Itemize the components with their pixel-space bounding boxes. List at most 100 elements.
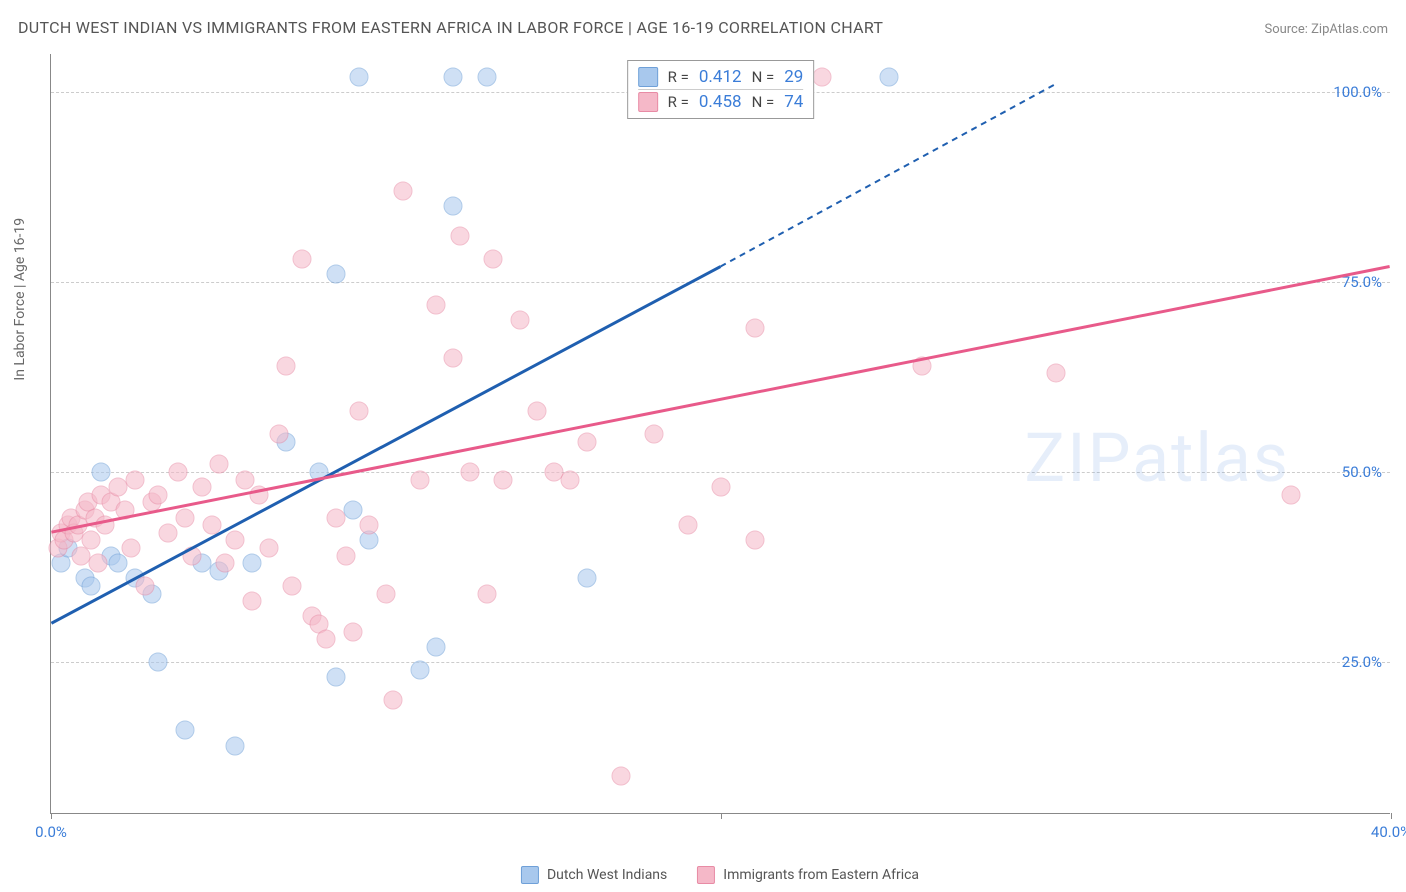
scatter-point [326, 508, 345, 527]
scatter-point [182, 546, 201, 565]
scatter-point [383, 691, 402, 710]
scatter-point [511, 311, 530, 330]
scatter-point [159, 523, 178, 542]
scatter-point [249, 485, 268, 504]
legend-r-label-0: R = [668, 68, 689, 86]
legend-correlation: R = 0.412 N = 29 R = 0.458 N = 74 [627, 60, 815, 119]
scatter-point [611, 767, 630, 786]
x-tick [721, 813, 722, 819]
scatter-point [283, 577, 302, 596]
scatter-point [135, 577, 154, 596]
x-tick-label: 40.0% [1371, 823, 1406, 841]
scatter-point [88, 554, 107, 573]
scatter-point [336, 546, 355, 565]
scatter-point [812, 67, 831, 86]
scatter-point [226, 736, 245, 755]
scatter-point [316, 630, 335, 649]
gridline-h [51, 282, 1390, 283]
legend-r-label-1: R = [668, 93, 689, 111]
gridline-h [51, 662, 1390, 663]
legend-item-1: Immigrants from Eastern Africa [697, 866, 919, 884]
scatter-point [269, 425, 288, 444]
scatter-point [427, 295, 446, 314]
chart-title: DUTCH WEST INDIAN VS IMMIGRANTS FROM EAS… [18, 18, 883, 37]
scatter-point [377, 584, 396, 603]
scatter-point [259, 539, 278, 558]
scatter-point [578, 569, 597, 588]
legend-row-0: R = 0.412 N = 29 [638, 65, 804, 89]
scatter-point [82, 577, 101, 596]
scatter-point [410, 660, 429, 679]
scatter-point [444, 197, 463, 216]
x-tick [1391, 813, 1392, 819]
scatter-point [125, 470, 144, 489]
scatter-point [109, 554, 128, 573]
scatter-point [216, 554, 235, 573]
scatter-point [176, 508, 195, 527]
legend-label-0: Dutch West Indians [547, 867, 667, 883]
legend-item-0: Dutch West Indians [521, 866, 667, 884]
scatter-point [149, 485, 168, 504]
scatter-point [477, 584, 496, 603]
scatter-point [115, 501, 134, 520]
scatter-point [243, 592, 262, 611]
watermark: ZIPatlas [1024, 418, 1290, 498]
scatter-point [745, 531, 764, 550]
legend-swatch-small-0 [521, 866, 539, 884]
scatter-point [350, 67, 369, 86]
scatter-point [477, 67, 496, 86]
scatter-point [149, 653, 168, 672]
scatter-point [460, 463, 479, 482]
scatter-point [879, 67, 898, 86]
scatter-point [82, 531, 101, 550]
scatter-point [95, 516, 114, 535]
legend-swatch-0 [638, 67, 658, 87]
chart-area: In Labor Force | Age 16-19 ZIPatlas R = … [50, 54, 1390, 854]
trend-lines [51, 54, 1390, 813]
scatter-point [427, 637, 446, 656]
scatter-point [360, 516, 379, 535]
legend-swatch-1 [638, 92, 658, 112]
y-tick-label: 25.0% [1342, 653, 1382, 671]
scatter-point [122, 539, 141, 558]
x-tick-label: 0.0% [35, 823, 67, 841]
y-tick-label: 50.0% [1342, 463, 1382, 481]
legend-r-val-0: 0.412 [699, 67, 742, 87]
legend-n-val-0: 29 [784, 67, 803, 87]
scatter-point [236, 470, 255, 489]
scatter-point [202, 516, 221, 535]
scatter-point [1281, 485, 1300, 504]
scatter-point [678, 516, 697, 535]
scatter-point [444, 67, 463, 86]
scatter-point [343, 622, 362, 641]
scatter-point [745, 318, 764, 337]
y-tick-label: 75.0% [1342, 273, 1382, 291]
scatter-point [226, 531, 245, 550]
scatter-point [578, 432, 597, 451]
scatter-point [1047, 364, 1066, 383]
legend-swatch-small-1 [697, 866, 715, 884]
y-tick-label: 100.0% [1333, 83, 1382, 101]
scatter-point [494, 470, 513, 489]
legend-series: Dutch West Indians Immigrants from Easte… [521, 866, 919, 884]
scatter-point [276, 356, 295, 375]
legend-n-val-1: 74 [784, 92, 803, 112]
x-tick [51, 813, 52, 819]
scatter-point [326, 265, 345, 284]
legend-n-label-0: N = [752, 68, 775, 86]
scatter-point [243, 554, 262, 573]
scatter-point [326, 668, 345, 687]
scatter-point [92, 463, 111, 482]
y-axis-label: In Labor Force | Age 16-19 [12, 218, 28, 381]
source-label: Source: ZipAtlas.com [1264, 22, 1388, 37]
scatter-point [169, 463, 188, 482]
scatter-point [484, 250, 503, 269]
scatter-point [645, 425, 664, 444]
scatter-point [209, 455, 228, 474]
scatter-point [450, 227, 469, 246]
scatter-point [176, 721, 195, 740]
scatter-point [310, 463, 329, 482]
scatter-point [350, 402, 369, 421]
scatter-point [293, 250, 312, 269]
scatter-point [712, 478, 731, 497]
